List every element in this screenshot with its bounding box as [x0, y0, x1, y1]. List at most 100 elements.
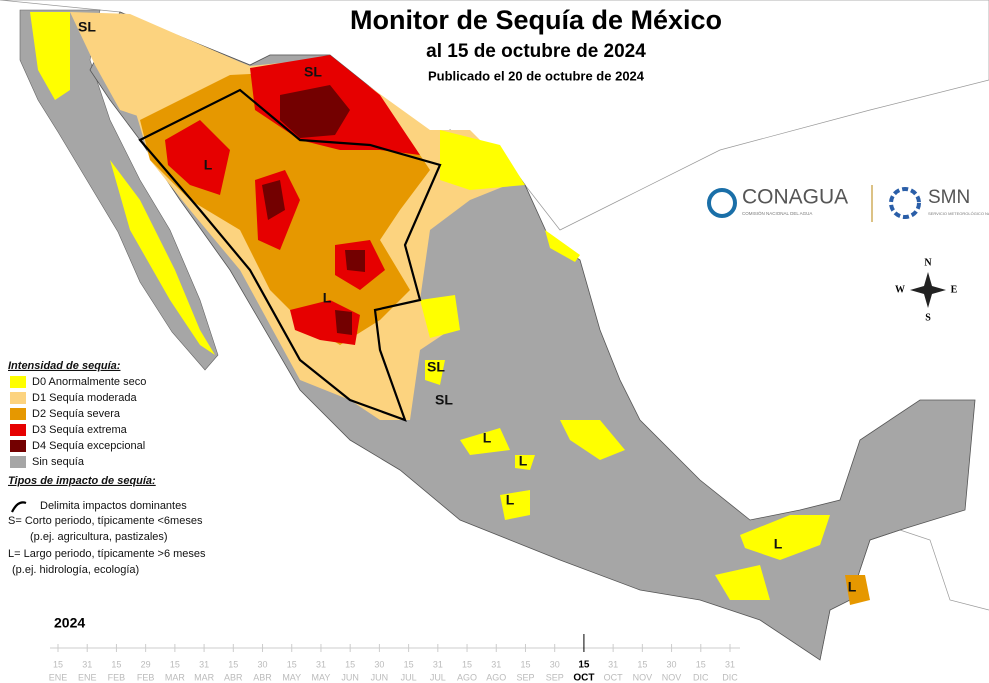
region-label: L — [848, 579, 857, 595]
timeline-month: MAR — [165, 672, 186, 682]
timeline-month: ENE — [78, 672, 97, 682]
conagua-sub: COMISIÓN NACIONAL DEL AGUA — [742, 210, 812, 216]
timeline-month: ENE — [49, 672, 68, 682]
timeline-month: ABR — [224, 672, 243, 682]
impact-line-icon — [11, 501, 27, 513]
timeline-month: ABR — [253, 672, 272, 682]
d1-nw — [70, 12, 250, 120]
region-label: SL — [78, 19, 96, 35]
impact-item: (p.ej. hidrología, ecología) — [12, 564, 139, 576]
region-label: L — [204, 157, 213, 173]
legend-label: D2 Sequía severa — [32, 408, 121, 420]
impact-boundary — [138, 88, 442, 422]
legend-swatch — [10, 392, 26, 404]
d0 — [420, 130, 830, 600]
legend-swatch — [10, 408, 26, 420]
d3 — [165, 55, 420, 345]
legend-swatch — [10, 424, 26, 436]
compass-s: S — [925, 312, 931, 323]
timeline-day: 30 — [374, 659, 384, 669]
title: Monitor de Sequía de México — [350, 5, 722, 35]
smn-icon — [889, 187, 921, 219]
timeline-month: DIC — [722, 672, 738, 682]
timeline-day: 15 — [404, 659, 414, 669]
timeline-month: AGO — [457, 672, 477, 682]
region-label: SL — [304, 64, 322, 80]
timeline-day: 31 — [199, 659, 209, 669]
timeline-month: FEB — [137, 672, 155, 682]
smn: SMN — [928, 187, 970, 208]
legend-swatch — [10, 440, 26, 452]
compass-e: E — [951, 284, 958, 295]
timeline-day: 30 — [667, 659, 677, 669]
impact-item: L= Largo periodo, típicamente >6 meses — [8, 548, 206, 560]
timeline-day: 15 — [53, 659, 63, 669]
published: Publicado el 20 de octubre de 2024 — [428, 68, 645, 83]
region-label: L — [774, 536, 783, 552]
timeline-day: 29 — [141, 659, 151, 669]
legend-title: Intensidad de sequía: — [8, 360, 121, 372]
timeline-day: 15 — [578, 660, 590, 671]
timeline-day: 15 — [462, 659, 472, 669]
compass-n: N — [924, 257, 932, 268]
region-label: SL — [435, 392, 453, 408]
impact-item: Delimita impactos dominantes — [40, 500, 187, 512]
timeline-month: SEP — [516, 672, 534, 682]
timeline-day: 15 — [637, 659, 647, 669]
legend-label: D4 Sequía excepcional — [32, 440, 145, 452]
conagua: CONAGUA — [742, 186, 848, 209]
legend-label: D1 Sequía moderada — [32, 392, 137, 404]
timeline-month: SEP — [546, 672, 564, 682]
timeline-day: 15 — [696, 659, 706, 669]
timeline-month: NOV — [662, 672, 682, 682]
timeline-day: 31 — [608, 659, 618, 669]
d0-baja — [30, 12, 215, 355]
timeline-year: 2024 — [54, 615, 85, 631]
d2-chiapas — [845, 575, 870, 605]
timeline-month: MAY — [312, 672, 331, 682]
d4 — [262, 85, 365, 335]
timeline-day: 31 — [316, 659, 326, 669]
legend-swatch — [10, 376, 26, 388]
timeline-month: JUN — [371, 672, 389, 682]
timeline-day: 15 — [287, 659, 297, 669]
timeline-month: NOV — [633, 672, 653, 682]
timeline-day: 30 — [258, 659, 268, 669]
region-label: L — [323, 290, 332, 306]
timeline-month: DIC — [693, 672, 709, 682]
conagua-icon — [707, 188, 737, 218]
region-label: L — [519, 453, 528, 469]
region-label: L — [506, 492, 515, 508]
region-label: SL — [427, 359, 445, 375]
compass-w: W — [895, 284, 905, 295]
legend-label: D0 Anormalmente seco — [32, 376, 146, 388]
timeline-month: OCT — [573, 673, 594, 683]
timeline-day: 15 — [111, 659, 121, 669]
timeline-month: JUL — [430, 672, 446, 682]
timeline-day: 31 — [82, 659, 92, 669]
smn-sub: SERVICIO METEOROLÓGICO NACIONAL — [928, 211, 989, 216]
timeline-month: FEB — [108, 672, 126, 682]
timeline-day: 30 — [550, 659, 560, 669]
timeline-month: OCT — [604, 672, 624, 682]
timeline-day: 15 — [170, 659, 180, 669]
subtitle: al 15 de octubre de 2024 — [426, 41, 646, 62]
timeline-day: 15 — [345, 659, 355, 669]
region-label: L — [483, 430, 492, 446]
timeline-day: 15 — [520, 659, 530, 669]
timeline-month: MAY — [282, 672, 301, 682]
impact-item: S= Corto periodo, típicamente <6meses — [8, 515, 203, 527]
timeline-month: JUN — [341, 672, 359, 682]
timeline-month: AGO — [486, 672, 506, 682]
timeline-day: 15 — [228, 659, 238, 669]
legend-label: Sin sequía — [32, 456, 85, 468]
timeline-day: 31 — [725, 659, 735, 669]
legend-swatch — [10, 456, 26, 468]
impact-item: (p.ej. agricultura, pastizales) — [30, 531, 168, 543]
timeline-month: JUL — [401, 672, 417, 682]
compass-rose — [910, 272, 946, 308]
map — [0, 0, 989, 661]
impacts-title: Tipos de impacto de sequía: — [8, 475, 156, 487]
timeline-day: 31 — [433, 659, 443, 669]
